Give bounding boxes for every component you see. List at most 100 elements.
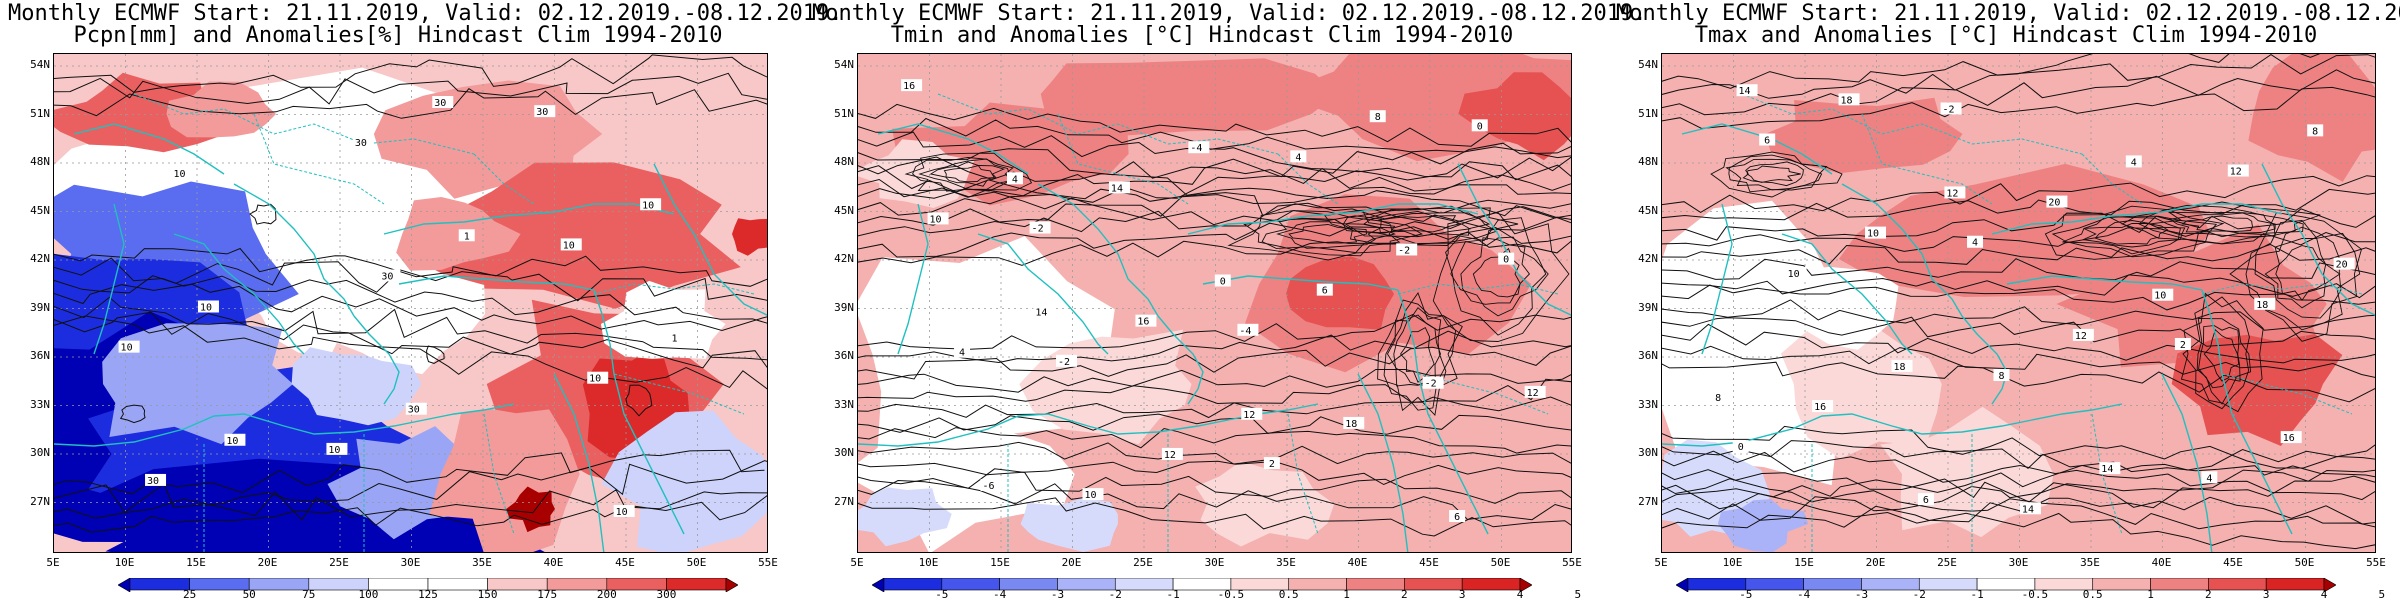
contour-line	[1662, 208, 2375, 241]
contour-label-bg	[587, 371, 609, 384]
contour-line	[1662, 478, 2375, 530]
contour-label-bg	[1422, 376, 1444, 389]
latitude-label: 48N	[1638, 155, 1658, 168]
contour-label-bg	[352, 136, 374, 149]
contour-line	[2245, 220, 2361, 331]
longitude-label: 10E	[114, 556, 135, 569]
map-svg: 30 10 10 10 30 30 10 30 10 10 30 10 10 30 10 1 1	[54, 54, 767, 552]
contour-label: 12	[2230, 167, 2242, 178]
colorbar	[1675, 577, 2337, 593]
colorbar-arrow-left	[871, 577, 885, 593]
contour-label: 10	[1867, 229, 1879, 240]
latitude-label: 27N	[834, 494, 854, 508]
contour-label: 8	[2312, 126, 2318, 137]
contour-line	[2181, 215, 2254, 232]
contour-label: 0	[1477, 121, 1483, 132]
contour-label-bg	[1498, 252, 1515, 265]
panel-title-line1: Monthly ECMWF Start: 21.11.2019, Valid: …	[812, 1, 1647, 26]
latitude-label: 45N	[30, 203, 50, 217]
contour-line	[858, 369, 1571, 393]
contour-line	[1344, 207, 1491, 238]
coastline	[73, 123, 225, 175]
country-border	[483, 413, 515, 535]
contour-label: 16	[1814, 402, 1826, 413]
panel-title-line2: Tmax and Anomalies [°C] Hindcast Clim 19…	[1694, 23, 2318, 48]
contour-line	[54, 72, 767, 105]
contour-line	[1662, 175, 2375, 213]
contour-label-bg	[1471, 119, 1488, 132]
latitude-label: 33N	[1638, 397, 1658, 411]
latitude-label: 30N	[1638, 446, 1658, 459]
contour-label: 14	[1035, 308, 1047, 319]
contour-line	[1662, 69, 2375, 116]
contour-label-bg	[1237, 323, 1259, 336]
anomaly-patch	[601, 410, 767, 552]
contour-label: 14	[2022, 504, 2034, 515]
contour-line	[1445, 217, 1547, 336]
contour-label-bg	[901, 79, 923, 92]
contour-line	[54, 283, 767, 332]
colorbar-label: 175	[537, 588, 558, 601]
anomaly-patch	[2171, 334, 2343, 446]
contour-line	[1662, 345, 2375, 378]
colorbar	[117, 577, 739, 593]
contour-label: 14	[1111, 183, 1123, 194]
contour-line	[1662, 86, 2375, 130]
contour-label-bg	[2280, 431, 2302, 444]
anomaly-patch	[1020, 498, 1118, 552]
contour-line	[858, 468, 1571, 504]
contour-line	[119, 404, 146, 424]
colorbar-label: 5	[2378, 588, 2386, 601]
contour-line	[858, 378, 1571, 405]
longitude-label: 40E	[1347, 556, 1368, 569]
contour-line	[54, 88, 767, 119]
contour-line	[54, 460, 767, 514]
contour-line	[1662, 444, 2375, 502]
contour-label: -6	[982, 481, 994, 492]
contour-label: 12	[1164, 450, 1176, 461]
contour-line	[858, 156, 1571, 216]
anomaly-patch	[506, 486, 555, 533]
latitude-label: 54N	[1638, 58, 1658, 71]
contour-label: 30	[434, 98, 446, 109]
contour-line	[2275, 245, 2327, 301]
longitude-label: 40E	[2151, 556, 2172, 569]
latitude-label: 51N	[1638, 106, 1658, 120]
longitude-label: 15E	[186, 556, 206, 569]
contour-label: 6	[1322, 286, 1328, 297]
anomaly-patch	[1717, 499, 1809, 552]
latitude-label: 42N	[1638, 252, 1658, 265]
contour-label: 0	[1220, 277, 1226, 288]
contour-line	[2094, 222, 2169, 245]
contour-label: 10	[642, 200, 654, 211]
contour-line	[858, 396, 1571, 419]
longitude-label: 55E	[1562, 556, 1582, 569]
contour-line	[54, 247, 767, 287]
map-area: 30 10 10 10 30 30 10 30 10 10 30 10 10 30 10 1 1	[53, 53, 768, 553]
contour-label: 30	[408, 405, 420, 416]
colorbar-label: 150	[477, 588, 498, 601]
contour-label-bg	[1396, 243, 1418, 256]
coastline	[54, 403, 515, 447]
contour-line	[1662, 188, 2375, 221]
colorbar	[871, 577, 1533, 593]
country-border	[1287, 413, 1319, 535]
country-border	[1057, 113, 1189, 205]
contour-label-bg	[1759, 133, 1776, 146]
contour-label-bg	[1161, 447, 1183, 460]
contour-line	[1377, 299, 1463, 417]
contour-line	[929, 161, 1006, 187]
colorbar-label: -4	[993, 588, 1007, 601]
contour-label-bg	[1917, 493, 1934, 506]
map-area: -2 0 2 4 6 4 8 10 12 14 16 18 20 18 16 12 10 8 14 18 20 4 6 8 10…	[1661, 53, 2376, 553]
contour-line	[1662, 227, 2375, 252]
longitude-label: 55E	[758, 556, 778, 569]
contour-label-bg	[405, 402, 427, 415]
contour-line	[912, 157, 1014, 192]
contour-label-bg	[224, 433, 246, 446]
contour-label-bg	[2019, 502, 2041, 515]
contour-label-bg	[1736, 84, 1758, 97]
anomaly-patch	[1765, 97, 1963, 174]
colorbar-label: 2	[1401, 588, 1408, 601]
latitude-label: 54N	[30, 58, 50, 71]
